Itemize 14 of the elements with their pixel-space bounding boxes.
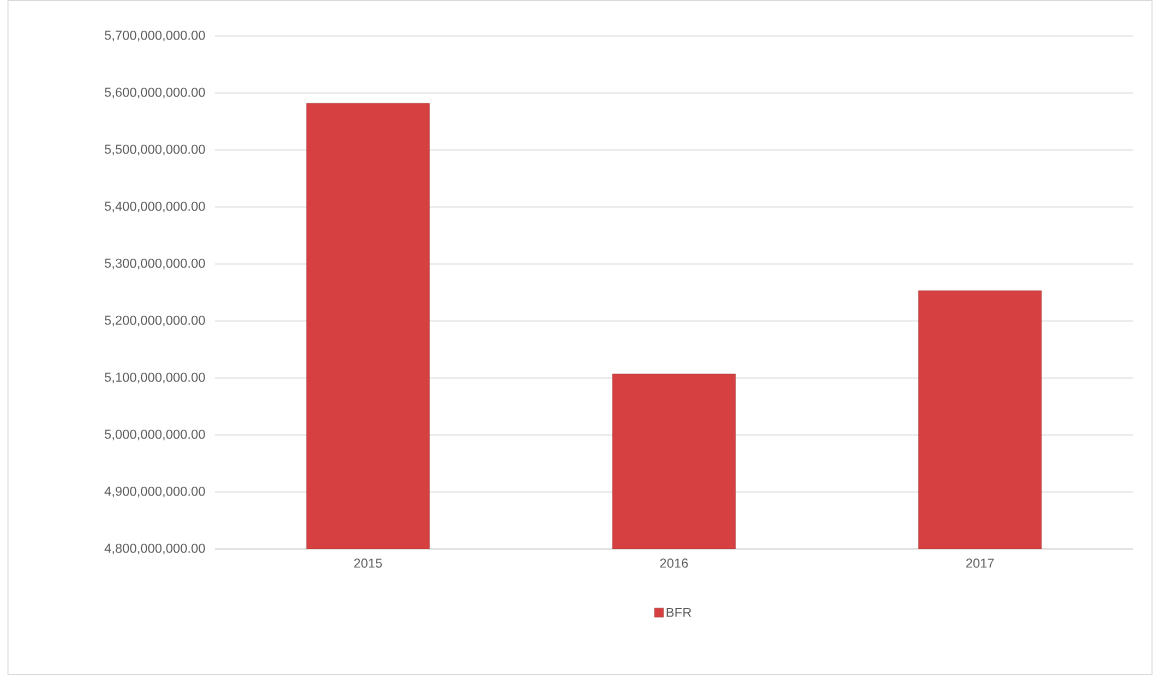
legend-label: BFR — [666, 607, 692, 617]
x-tick-label: 2016 — [660, 558, 688, 568]
y-tick-label: 5,100,000,000.00 — [104, 372, 205, 384]
y-tick-label: 5,500,000,000.00 — [104, 144, 205, 156]
y-tick-label: 4,800,000,000.00 — [104, 543, 205, 555]
y-tick-label: 5,400,000,000.00 — [104, 201, 205, 213]
x-tick-label: 2015 — [354, 558, 382, 568]
y-tick-label: 5,700,000,000.00 — [104, 30, 205, 42]
y-tick-label: 5,600,000,000.00 — [104, 87, 205, 99]
x-tick-label: 2017 — [966, 558, 994, 568]
y-tick-label: 5,000,000,000.00 — [104, 429, 205, 441]
y-tick-label: 5,200,000,000.00 — [104, 315, 205, 327]
y-tick-label: 5,300,000,000.00 — [104, 258, 205, 270]
y-tick-label: 4,900,000,000.00 — [104, 486, 205, 498]
